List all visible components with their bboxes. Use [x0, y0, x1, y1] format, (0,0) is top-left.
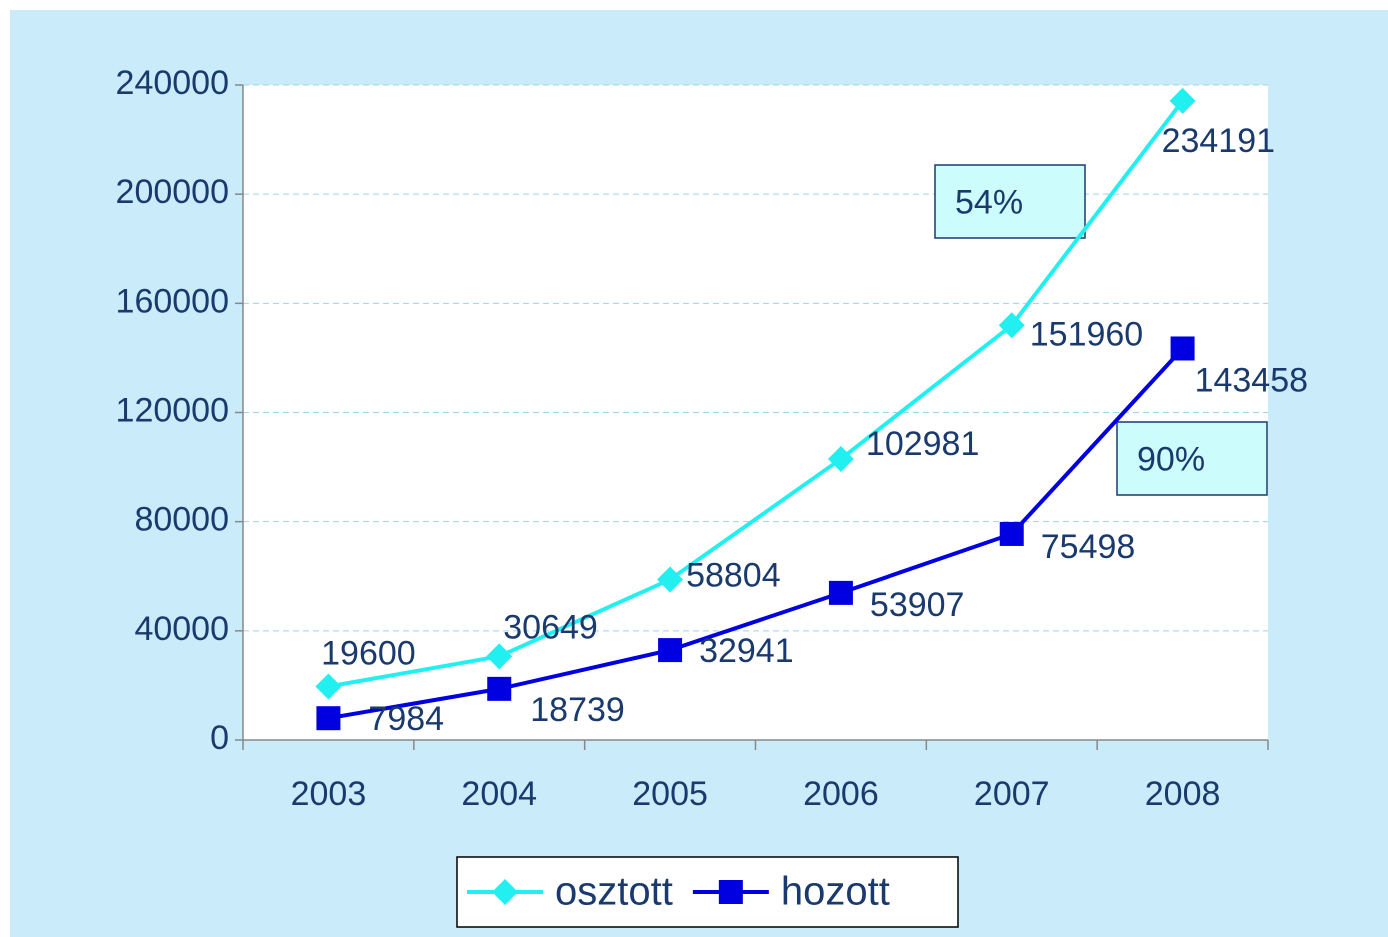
- y-tick-label: 40000: [134, 610, 229, 648]
- marker: [828, 580, 853, 605]
- legend-label: hozott: [781, 870, 890, 914]
- marker: [492, 879, 518, 905]
- y-tick-label: 200000: [116, 173, 229, 211]
- x-tick-label: 2004: [461, 775, 537, 813]
- x-tick-label: 2005: [632, 775, 708, 813]
- data-label: 32941: [699, 632, 794, 670]
- y-tick-label: 160000: [116, 282, 229, 320]
- marker: [315, 673, 342, 700]
- data-label: 19600: [321, 634, 416, 672]
- marker: [998, 312, 1025, 339]
- data-label: 58804: [686, 556, 781, 594]
- marker: [658, 638, 683, 663]
- data-label: 18739: [530, 691, 625, 729]
- annotation-box: [1116, 421, 1268, 496]
- annotation-box: [934, 164, 1086, 239]
- marker: [827, 445, 854, 472]
- x-tick-label: 2007: [974, 775, 1050, 813]
- data-label: 143458: [1195, 361, 1308, 399]
- data-label: 102981: [866, 425, 979, 463]
- marker: [486, 643, 513, 670]
- data-label: 234191: [1162, 122, 1275, 160]
- y-tick-label: 0: [210, 719, 229, 757]
- marker: [1170, 336, 1195, 361]
- y-tick-label: 80000: [134, 501, 229, 539]
- x-tick-label: 2006: [803, 775, 879, 813]
- data-label: 7984: [368, 700, 444, 738]
- data-label: 53907: [870, 586, 965, 624]
- legend-label: osztott: [555, 870, 673, 914]
- x-tick-label: 2008: [1145, 775, 1221, 813]
- x-tick-label: 2003: [291, 775, 367, 813]
- series-line: [328, 99, 1185, 689]
- y-tick-label: 240000: [116, 64, 229, 102]
- marker: [657, 566, 684, 593]
- marker: [999, 521, 1024, 546]
- annotation: 54%: [955, 183, 1023, 221]
- data-label: 151960: [1030, 315, 1143, 353]
- y-tick-label: 120000: [116, 391, 229, 429]
- marker: [1169, 87, 1196, 114]
- marker: [316, 706, 341, 731]
- data-label: 30649: [503, 608, 598, 646]
- data-label: 75498: [1041, 528, 1136, 566]
- series-line: [328, 347, 1185, 721]
- annotation: 90%: [1137, 440, 1205, 478]
- marker: [718, 880, 743, 904]
- marker: [487, 676, 512, 701]
